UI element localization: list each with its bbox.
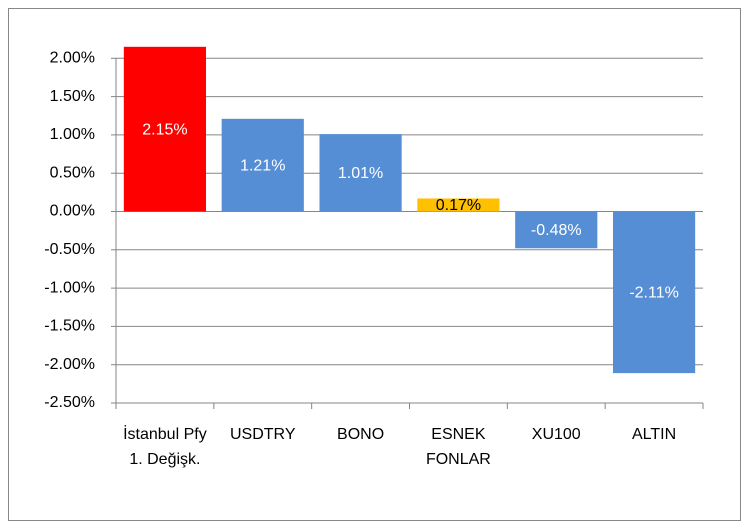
y-tick-label: 1.50% bbox=[50, 88, 95, 105]
data-label: 0.17% bbox=[436, 197, 481, 214]
x-tick-label: BONO bbox=[337, 426, 385, 443]
x-tick-label: ALTIN bbox=[632, 426, 677, 443]
y-tick-label: -2.00% bbox=[44, 356, 95, 373]
y-tick-label: 1.00% bbox=[50, 126, 95, 143]
y-tick-label: 0.00% bbox=[50, 203, 95, 220]
y-tick-label: 2.00% bbox=[50, 50, 95, 67]
y-tick-label: -0.50% bbox=[44, 241, 95, 258]
y-tick-label: 0.50% bbox=[50, 164, 95, 181]
y-tick-label: -2.50% bbox=[44, 394, 95, 411]
x-tick-label: XU100 bbox=[531, 426, 581, 443]
x-tick-label: USDTRY bbox=[230, 426, 296, 443]
data-label: 1.01% bbox=[338, 165, 383, 182]
bar bbox=[319, 134, 402, 212]
bar bbox=[417, 198, 500, 212]
x-tick-label: İstanbul Pfy 1. Değişk. bbox=[123, 426, 207, 468]
data-label: -0.48% bbox=[531, 222, 582, 239]
bar bbox=[221, 118, 304, 212]
x-tick-label: ESNEK FONLAR bbox=[425, 426, 491, 468]
data-label: 1.21% bbox=[240, 157, 285, 174]
y-tick-label: -1.50% bbox=[44, 318, 95, 335]
bar bbox=[123, 46, 207, 212]
bar bbox=[612, 211, 696, 374]
data-label: 2.15% bbox=[142, 121, 187, 138]
y-tick-label: -1.00% bbox=[44, 279, 95, 296]
bar bbox=[515, 211, 598, 249]
data-label: -2.11% bbox=[629, 285, 679, 302]
